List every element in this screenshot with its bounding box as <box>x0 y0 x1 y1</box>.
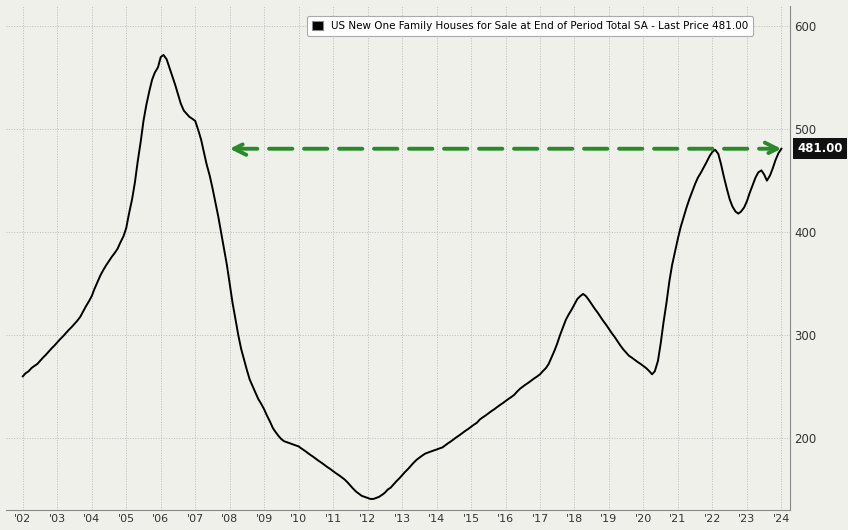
Legend: US New One Family Houses for Sale at End of Period Total SA - Last Price 481.00: US New One Family Houses for Sale at End… <box>307 16 753 36</box>
Text: 481.00: 481.00 <box>797 142 842 155</box>
